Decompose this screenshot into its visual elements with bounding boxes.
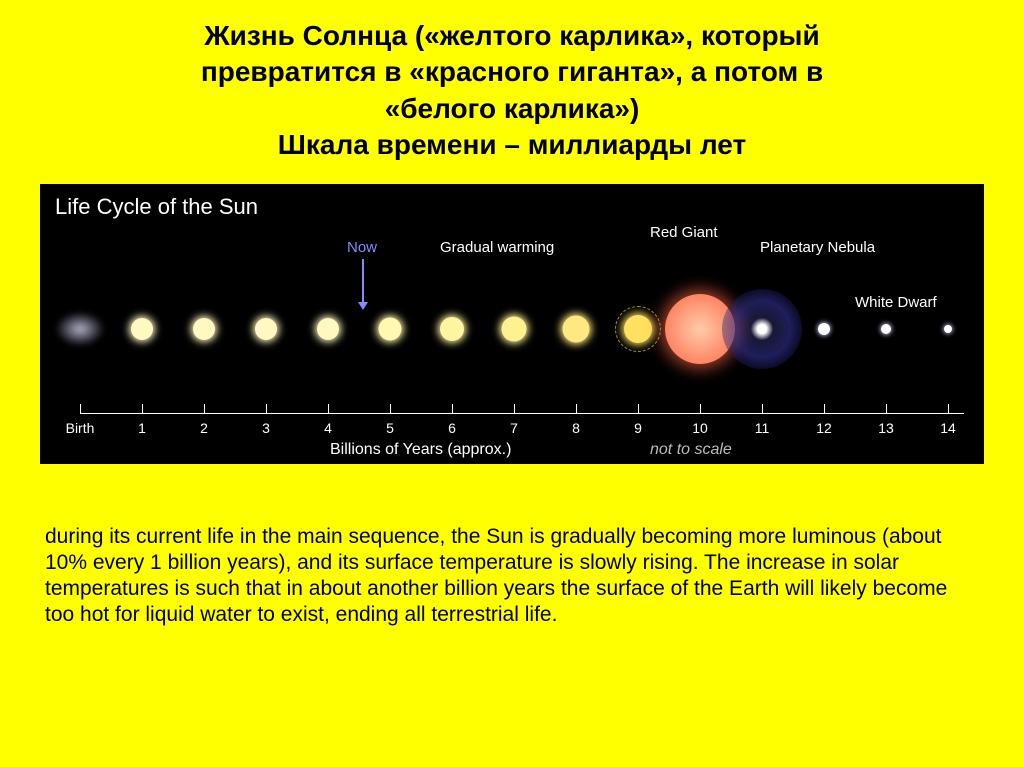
title-line-1: Жизнь Солнца («желтого карлика», который (204, 20, 819, 51)
yellow-star-icon (193, 318, 215, 340)
pre-giant-star-icon (624, 315, 652, 343)
title-line-4: Шкала времени – миллиарды лет (278, 129, 746, 160)
tick-label: 2 (200, 420, 208, 436)
tick (824, 404, 825, 414)
tick-label: 7 (510, 420, 518, 436)
yellow-star-icon (317, 318, 339, 340)
tick-label: 8 (572, 420, 580, 436)
tick (80, 404, 81, 414)
yellow-star-icon (255, 318, 277, 340)
tick (762, 404, 763, 414)
white-dwarf-icon (881, 324, 891, 334)
white-dwarf-icon (944, 325, 952, 333)
diagram-label: Planetary Nebula (760, 239, 875, 256)
tick-label: Birth (66, 420, 95, 436)
yellow-star-icon (440, 317, 464, 341)
yellow-star-icon (379, 317, 402, 340)
tick (576, 404, 577, 414)
proto-nebula-icon (55, 311, 105, 346)
tick (142, 404, 143, 414)
tick-label: 11 (755, 420, 770, 436)
yellow-star-icon (502, 316, 527, 341)
now-arrow-icon (362, 259, 364, 304)
tick-label: 12 (816, 420, 832, 436)
tick (452, 404, 453, 414)
tick (266, 404, 267, 414)
timeline-axis (80, 413, 964, 414)
yellow-star-icon (131, 318, 153, 340)
body-paragraph: during its current life in the main sequ… (40, 524, 984, 629)
slide: Жизнь Солнца («желтого карлика», который… (0, 0, 1024, 647)
x-axis-label: Billions of Years (approx.) (330, 441, 511, 459)
slide-title: Жизнь Солнца («желтого карлика», который… (40, 18, 984, 164)
tick-label: 10 (692, 420, 708, 436)
tick (886, 404, 887, 414)
title-line-3: «белого карлика») (385, 93, 640, 124)
tick (204, 404, 205, 414)
yellow-star-icon (563, 315, 590, 342)
tick-label: 3 (262, 420, 270, 436)
tick (700, 404, 701, 414)
tick-label: 4 (324, 420, 332, 436)
tick (948, 404, 949, 414)
tick-label: 1 (138, 420, 146, 436)
tick-label: 9 (634, 420, 642, 436)
tick (638, 404, 639, 414)
diagram-label: Red Giant (650, 224, 718, 241)
tick-label: 5 (386, 420, 394, 436)
sun-lifecycle-diagram: Life Cycle of the Sun Now Gradual warming… (40, 184, 984, 464)
planetary-nebula-icon (722, 289, 802, 369)
tick (390, 404, 391, 414)
tick (328, 404, 329, 414)
diagram-label: White Dwarf (855, 294, 937, 311)
title-line-2: превратится в «красного гиганта», а пото… (201, 56, 823, 87)
not-to-scale-label: not to scale (650, 441, 732, 459)
tick (514, 404, 515, 414)
diagram-title: Life Cycle of the Sun (55, 194, 258, 220)
tick-label: 13 (878, 420, 894, 436)
white-dwarf-icon (818, 323, 830, 335)
now-label: Now (347, 239, 377, 256)
diagram-label: Gradual warming (440, 239, 554, 256)
tick-label: 6 (448, 420, 456, 436)
tick-label: 14 (940, 420, 956, 436)
